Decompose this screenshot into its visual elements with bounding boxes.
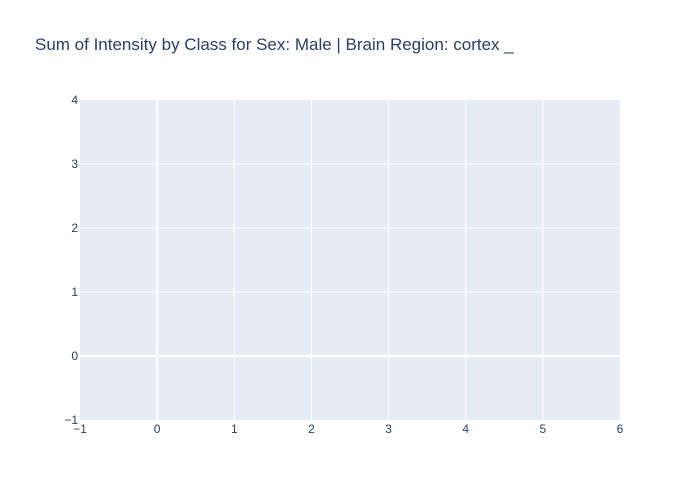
x-axis-tick-labels: −1 0 1 2 3 4 5 6: [73, 422, 624, 436]
y-tick-label: 0: [71, 349, 78, 363]
x-tick-label: 6: [617, 422, 624, 436]
y-tick-label: −1: [64, 413, 78, 427]
x-tick-label: 1: [231, 422, 238, 436]
x-tick-label: 0: [154, 422, 161, 436]
x-tick-label: 5: [540, 422, 547, 436]
chart-title: Sum of Intensity by Class for Sex: Male …: [35, 35, 514, 54]
x-tick-label: −1: [73, 422, 87, 436]
y-tick-label: 2: [71, 221, 78, 235]
y-tick-label: 4: [71, 93, 78, 107]
x-tick-label: 4: [462, 422, 469, 436]
y-axis-tick-labels: −1 0 1 2 3 4: [64, 93, 78, 427]
y-tick-label: 1: [71, 285, 78, 299]
grid-lines: [80, 100, 620, 420]
y-tick-label: 3: [71, 157, 78, 171]
x-tick-label: 3: [385, 422, 392, 436]
x-tick-label: 2: [308, 422, 315, 436]
plot-area-background: [80, 100, 620, 420]
